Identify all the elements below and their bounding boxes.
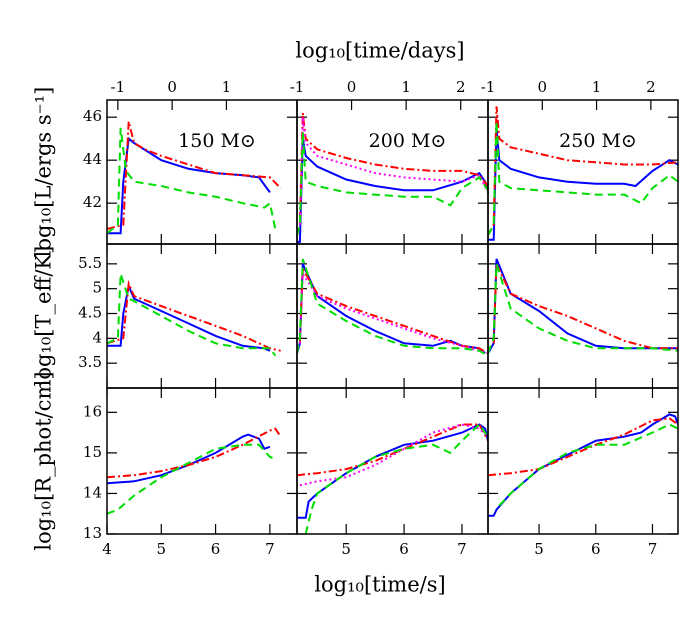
x2-tick-label: 1	[401, 78, 411, 96]
x2-tick-label: 0	[167, 78, 177, 96]
series-line	[297, 112, 488, 236]
series-line	[298, 117, 488, 225]
lines	[297, 112, 488, 243]
panel: 5 6 7	[296, 387, 489, 558]
x2-tick-label: -1	[111, 78, 126, 96]
panel-frame	[487, 243, 679, 389]
lines	[297, 422, 488, 534]
panel-frame	[106, 243, 298, 389]
panel: 3.5 4 4.5 5 5.5	[78, 243, 298, 389]
panel	[487, 243, 679, 389]
series-line	[107, 443, 276, 515]
series-line	[304, 422, 488, 534]
series-line	[297, 258, 488, 357]
mass-label: 200 M⊙	[369, 130, 447, 152]
x-tick-label: 5	[534, 540, 544, 558]
mass-label: 250 M⊙	[559, 130, 637, 152]
lines	[488, 258, 678, 354]
x-tick-label: 5	[157, 540, 167, 558]
y-tick-label: 46	[83, 107, 102, 125]
series-line	[107, 279, 281, 352]
y-axis-title: log₁₀[L/ergs s⁻¹]	[32, 87, 56, 258]
panel: -1 0 1 2 250 M⊙	[481, 78, 679, 245]
y-tick-label: 4.5	[78, 304, 102, 322]
x-tick-label: 5	[341, 540, 351, 558]
mass-label: 150 M⊙	[178, 130, 256, 152]
y-tick-label: 14	[83, 483, 102, 501]
series-line	[107, 127, 277, 235]
y-tick-label: 16	[83, 402, 102, 420]
panel: 42 44 46 -1 0 1 150 M⊙	[83, 78, 298, 245]
panel-frame	[487, 387, 679, 535]
series-line	[498, 423, 678, 507]
y-tick-label: 13	[83, 524, 102, 542]
x2-axis-title: log₁₀[time/days]	[295, 39, 464, 63]
panel-frame	[296, 243, 489, 389]
y-tick-label: 3.5	[78, 353, 102, 371]
x-tick-label: 6	[211, 540, 221, 558]
x-axis-title: log₁₀[time/s]	[314, 573, 445, 597]
y-tick-label: 5	[92, 279, 102, 297]
panel-frame	[487, 99, 679, 245]
x2-tick-label: 0	[538, 78, 548, 96]
lines	[488, 413, 678, 517]
panel: 5 6 7	[487, 387, 679, 558]
lines	[107, 121, 282, 235]
series-line	[488, 258, 678, 354]
x2-tick-label: 1	[222, 78, 232, 96]
panel-frame	[296, 387, 489, 535]
panel-frame	[106, 99, 298, 245]
series-line	[298, 265, 488, 355]
x2-tick-label: 2	[646, 78, 656, 96]
x-tick-label: 7	[265, 540, 275, 558]
y-axis-title: log₁₀[R_phot/cm]	[32, 371, 56, 550]
series-line	[107, 273, 277, 357]
panel	[296, 243, 489, 389]
y-tick-label: 15	[83, 443, 102, 461]
y-tick-label: 42	[83, 193, 102, 211]
x-tick-label: 4	[102, 540, 112, 558]
series-line	[107, 433, 271, 485]
series-line	[107, 121, 282, 230]
lines	[107, 273, 281, 357]
lines	[297, 258, 488, 357]
x2-tick-label: 1	[592, 78, 602, 96]
panel: 13 14 15 16 4 5 6 7	[83, 387, 298, 558]
series-line	[299, 423, 488, 487]
y-tick-label: 5.5	[78, 254, 102, 272]
series-line	[492, 263, 678, 350]
series-line	[107, 136, 271, 235]
panel: -1 0 1 2 200 M⊙	[290, 78, 489, 245]
x-tick-label: 7	[457, 540, 467, 558]
x-tick-label: 6	[591, 540, 601, 558]
x-tick-label: 6	[399, 540, 409, 558]
series-line	[488, 263, 678, 354]
x-tick-label: 7	[648, 540, 658, 558]
series-line	[488, 413, 678, 517]
x2-tick-label: -1	[481, 78, 496, 96]
x2-tick-label: 0	[347, 78, 357, 96]
lines	[107, 427, 282, 515]
series-line	[488, 417, 678, 477]
series-line	[107, 282, 271, 352]
lines	[488, 106, 678, 241]
y-tick-label: 4	[92, 328, 102, 346]
y-tick-label: 44	[83, 150, 102, 168]
x2-tick-label: 2	[456, 78, 466, 96]
series-line	[107, 427, 282, 479]
panel-frame	[296, 99, 489, 245]
series-line	[297, 132, 488, 236]
series-line	[488, 121, 678, 236]
y-axis-title: log₁₀[T_eff/K]	[32, 246, 56, 387]
x2-tick-label: -1	[290, 78, 305, 96]
